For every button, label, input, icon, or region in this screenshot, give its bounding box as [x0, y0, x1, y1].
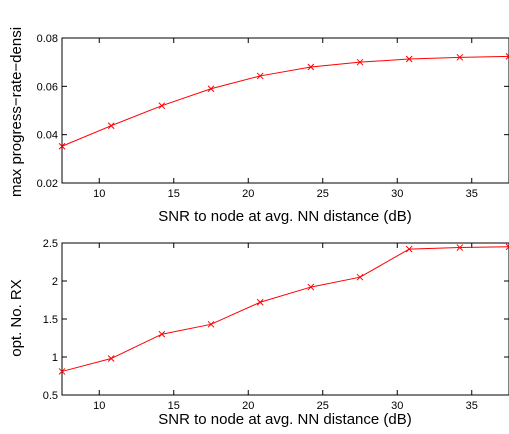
data-point-marker — [107, 122, 115, 130]
data-point-marker — [356, 273, 364, 281]
y-axis-label: max progress−rate−densi — [8, 27, 25, 197]
y-tick-label: 1 — [52, 352, 58, 364]
data-point-marker — [158, 330, 166, 338]
data-point-marker — [356, 58, 364, 66]
x-tick-label: 30 — [391, 400, 403, 412]
y-axis-label: opt. No. RX — [8, 279, 25, 357]
plot-area — [61, 37, 509, 184]
data-point-marker — [107, 355, 115, 362]
data-point-marker — [505, 53, 509, 60]
y-tick-label: 0.08 — [37, 33, 58, 45]
x-tick-label: 10 — [93, 188, 105, 200]
x-tick-label: 25 — [317, 188, 329, 200]
data-point-marker — [405, 245, 413, 253]
data-point-marker — [58, 368, 66, 375]
data-point-marker — [505, 243, 509, 251]
x-tick-label: 35 — [466, 400, 478, 412]
optimal-rx-chart: 10 15 20 25 30 35 0.5 1 1.5 2 2.5 SNR to node at av… — [8, 238, 509, 428]
x-axis-label: SNR to node at avg. NN distance (dB) — [158, 411, 411, 428]
data-point-marker — [456, 53, 464, 61]
y-tick-label: 0.02 — [37, 178, 58, 190]
data-point-marker — [307, 283, 315, 291]
x-tick-label: 10 — [93, 400, 105, 412]
data-point-marker — [207, 85, 215, 93]
y-tick-label: 0.5 — [43, 390, 58, 402]
x-tick-label: 30 — [391, 188, 403, 200]
x-tick-label: 15 — [168, 188, 180, 200]
data-point-marker — [207, 320, 215, 328]
x-tick-label: 20 — [242, 400, 254, 412]
x-tick-label: 20 — [242, 188, 254, 200]
series-line — [61, 55, 509, 147]
data-point-marker — [405, 55, 413, 63]
x-tick-label: 15 — [168, 400, 180, 412]
y-tick-label: 0.06 — [37, 81, 58, 93]
data-point-marker — [307, 63, 315, 71]
x-axis-label: SNR to node at avg. NN distance (dB) — [158, 208, 411, 225]
y-tick-label: 1.5 — [43, 314, 58, 326]
data-point-marker — [256, 298, 264, 306]
x-tick-label: 25 — [317, 400, 329, 412]
data-point-marker — [456, 244, 464, 251]
data-point-marker — [256, 72, 264, 80]
data-point-marker — [158, 102, 166, 110]
y-tick-label: 2 — [52, 276, 58, 288]
series-line — [61, 246, 509, 372]
progress-rate-chart: 10 15 20 25 30 35 0.02 0.04 0.06 0.08 SNR to node … — [8, 27, 509, 225]
plot-area — [61, 242, 509, 396]
y-tick-label: 2.5 — [43, 238, 58, 250]
y-tick-label: 0.04 — [37, 130, 58, 142]
data-point-marker — [58, 142, 66, 150]
x-tick-label: 35 — [466, 188, 478, 200]
